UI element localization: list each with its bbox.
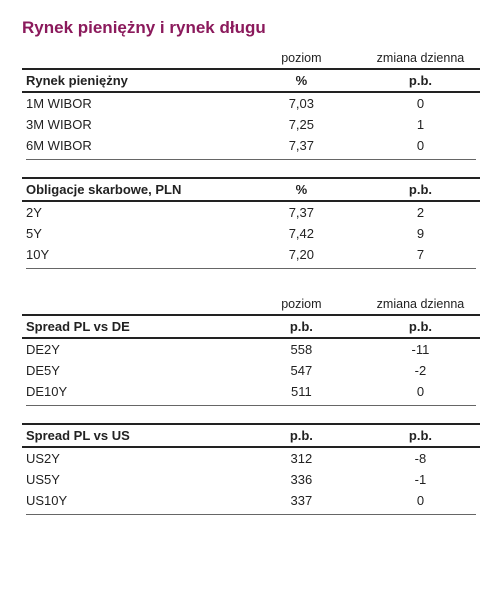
table-row: US10Y 337 0: [22, 490, 480, 511]
table-row: 6M WIBOR 7,37 0: [22, 135, 480, 156]
column-header-row: poziom zmiana dzienna: [22, 294, 480, 314]
rates-table: poziom zmiana dzienna Rynek pieniężny % …: [22, 48, 480, 518]
table-row: 5Y 7,42 9: [22, 223, 480, 244]
table-row: 1M WIBOR 7,03 0: [22, 93, 480, 114]
section-header: Spread PL vs US p.b. p.b.: [22, 425, 480, 446]
column-header-row: poziom zmiana dzienna: [22, 48, 480, 68]
page-title: Rynek pieniężny i rynek długu: [22, 18, 480, 38]
col-header-level: poziom: [242, 294, 361, 314]
table-row: 2Y 7,37 2: [22, 202, 480, 223]
col-header-change: zmiana dzienna: [361, 294, 480, 314]
section-header: Rynek pieniężny % p.b.: [22, 70, 480, 91]
section-header: Obligacje skarbowe, PLN % p.b.: [22, 179, 480, 200]
col-header-change: zmiana dzienna: [361, 48, 480, 68]
table-row: US5Y 336 -1: [22, 469, 480, 490]
table-row: DE10Y 511 0: [22, 381, 480, 402]
section-header: Spread PL vs DE p.b. p.b.: [22, 316, 480, 337]
table-row: DE2Y 558 -11: [22, 339, 480, 360]
table-row: US2Y 312 -8: [22, 448, 480, 469]
table-row: 10Y 7,20 7: [22, 244, 480, 265]
col-header-level: poziom: [242, 48, 361, 68]
table-row: DE5Y 547 -2: [22, 360, 480, 381]
table-row: 3M WIBOR 7,25 1: [22, 114, 480, 135]
